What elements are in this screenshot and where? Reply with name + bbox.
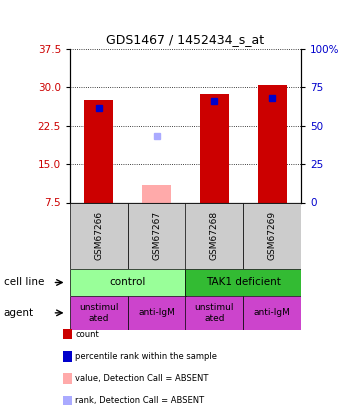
Text: unstimul
ated: unstimul ated [79, 303, 119, 322]
Text: anti-IgM: anti-IgM [138, 308, 175, 318]
Bar [63, 373, 72, 384]
Text: TAK1 deficient: TAK1 deficient [206, 277, 281, 288]
Bar [128, 296, 186, 330]
Bar [63, 351, 72, 362]
Text: percentile rank within the sample: percentile rank within the sample [75, 352, 217, 361]
Bar [63, 329, 72, 339]
Bar [63, 396, 72, 405]
Bar [258, 85, 287, 202]
Text: GSM67267: GSM67267 [152, 211, 161, 260]
Bar [186, 269, 301, 296]
Text: rank, Detection Call = ABSENT: rank, Detection Call = ABSENT [75, 396, 204, 405]
Bar [70, 269, 186, 296]
Bar [142, 185, 171, 202]
Text: value, Detection Call = ABSENT: value, Detection Call = ABSENT [75, 374, 209, 383]
Bar [243, 296, 301, 330]
Text: count: count [75, 330, 99, 339]
Text: control: control [110, 277, 146, 288]
Bar [243, 202, 301, 269]
Title: GDS1467 / 1452434_s_at: GDS1467 / 1452434_s_at [106, 33, 265, 46]
Bar [70, 202, 128, 269]
Text: unstimul
ated: unstimul ated [195, 303, 234, 322]
Bar [70, 296, 128, 330]
Bar [84, 100, 113, 202]
Text: anti-IgM: anti-IgM [254, 308, 290, 318]
Bar [128, 202, 186, 269]
Text: GSM67266: GSM67266 [94, 211, 103, 260]
Bar [186, 202, 243, 269]
Bar [186, 296, 243, 330]
Bar [200, 94, 229, 202]
Text: GSM67268: GSM67268 [210, 211, 219, 260]
Text: cell line: cell line [4, 277, 44, 288]
Text: agent: agent [4, 308, 34, 318]
Text: GSM67269: GSM67269 [268, 211, 276, 260]
